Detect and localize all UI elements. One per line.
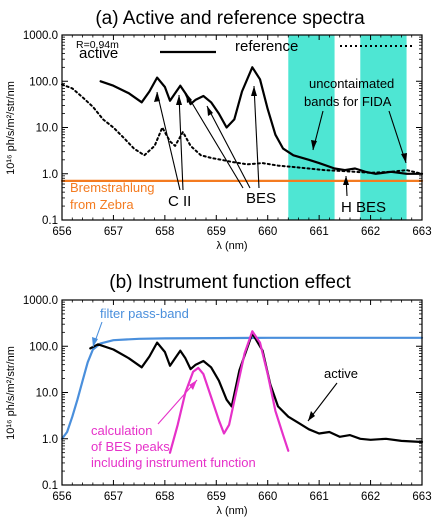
- arrowhead-calc: [189, 380, 197, 390]
- arrow-c2-1: [156, 91, 181, 191]
- active-label-b: active: [324, 366, 358, 381]
- x-tick-label: 657: [104, 226, 123, 238]
- y-tick-label: 1000.0: [23, 295, 58, 307]
- legend-reference-label: reference: [235, 38, 298, 55]
- arrow-c2-2: [178, 94, 184, 191]
- x-tick-label: 658: [155, 491, 174, 503]
- fida-band-0: [288, 35, 335, 220]
- fida-band-1: [360, 35, 407, 220]
- panel-a-ticks: 656 657 658 659 660 661 662 663 0.1 1.0 10.0 100.0 1…: [23, 30, 432, 238]
- panel-a: (a) Active and reference spectra 656 657 6…: [5, 8, 432, 252]
- arrow-calc: [157, 379, 198, 425]
- series-active-line: [89, 332, 424, 444]
- arrowhead-bes-3: [251, 86, 257, 96]
- y-tick-label: 10.0: [36, 123, 58, 135]
- x-tick-label: 656: [52, 491, 71, 503]
- arrowhead-bes-2: [207, 106, 213, 116]
- brems-annotation-line2: from Zebra: [70, 197, 134, 212]
- x-tick-label: 660: [258, 491, 277, 503]
- y-tick-label: 0.1: [42, 480, 58, 492]
- arrowhead-c2-1: [154, 92, 160, 102]
- y-tick-label: 1.0: [42, 434, 58, 446]
- arrow-bes-3: [253, 85, 260, 189]
- arrow-bes-1: [185, 92, 244, 189]
- y-tick-label: 100.0: [29, 341, 58, 353]
- panel-a-title: (a) Active and reference spectra: [95, 8, 365, 29]
- hbes-label: H BES: [341, 199, 386, 216]
- panel-a-xlabel: λ (nm): [216, 240, 247, 252]
- y-tick-label: 1.0: [42, 169, 58, 181]
- panel-a-series: [60, 66, 424, 182]
- fida-annotation-line1: uncontaimated: [309, 76, 394, 91]
- c2-label: C II: [168, 193, 191, 210]
- calc-label-line2: of BES peaks: [91, 439, 170, 454]
- fida-annotation-line2: bands for FIDA: [304, 94, 392, 109]
- arrowhead-bes-1: [186, 93, 192, 103]
- x-tick-label: 661: [310, 226, 329, 238]
- panel-b-ticks: 656 657 658 659 660 661 662 663 0.1 1.0 10.0 100.0 1…: [23, 295, 432, 503]
- y-tick-label: 100.0: [29, 76, 58, 88]
- x-tick-label: 662: [361, 226, 380, 238]
- series-reference-line: [61, 83, 423, 175]
- arrowhead-hbes: [343, 176, 349, 185]
- filter-label: filter pass-band: [100, 306, 189, 321]
- panel-b-ylabel: 10¹⁶ ph/s/m²/str/nm: [5, 346, 17, 440]
- x-tick-label: 663: [412, 491, 431, 503]
- fida-bands: [288, 35, 407, 220]
- x-tick-label: 658: [155, 226, 174, 238]
- panel-b-title: (b) Instrument function effect: [109, 272, 351, 293]
- arrowhead-active-b: [308, 411, 315, 421]
- annotation-arrows-a: [156, 85, 407, 197]
- x-tick-label: 662: [361, 491, 380, 503]
- panel-b: (b) Instrument function effect 656 657 658…: [5, 272, 432, 517]
- x-tick-label: 661: [310, 491, 329, 503]
- x-tick-label: 656: [52, 226, 71, 238]
- calc-label-line1: calculation: [91, 423, 152, 438]
- calc-label-line3: including instrument function: [91, 455, 256, 470]
- series-filter-pass-band-line: [60, 336, 424, 440]
- arrowhead-fida-2: [401, 153, 407, 163]
- panel-a-ylabel: 10¹⁶ ph/s/m²/str/nm: [5, 81, 17, 175]
- arrowhead-c2-2: [176, 95, 182, 105]
- bes-label: BES: [246, 190, 276, 207]
- x-tick-label: 660: [258, 226, 277, 238]
- arrow-bes-2: [206, 105, 251, 189]
- series-active-line: [99, 66, 424, 175]
- x-tick-label: 663: [412, 226, 431, 238]
- panel-b-series: [60, 330, 424, 454]
- y-tick-label: 1000.0: [23, 30, 58, 42]
- legend-active-label: active: [79, 45, 118, 62]
- x-tick-label: 659: [207, 226, 226, 238]
- panel-b-xlabel: λ (nm): [216, 505, 247, 517]
- x-tick-label: 659: [207, 491, 226, 503]
- x-tick-label: 657: [104, 491, 123, 503]
- brems-annotation-line1: Bremstrahlung: [70, 180, 155, 195]
- y-tick-label: 0.1: [42, 215, 58, 227]
- radius-label: R=0.94m: [76, 39, 119, 51]
- y-tick-label: 10.0: [36, 388, 58, 400]
- arrowheads-a: [154, 86, 407, 185]
- arrowhead-filter: [92, 337, 98, 347]
- series-calculation-line: [168, 330, 290, 454]
- arrowhead-fida-1: [311, 140, 317, 150]
